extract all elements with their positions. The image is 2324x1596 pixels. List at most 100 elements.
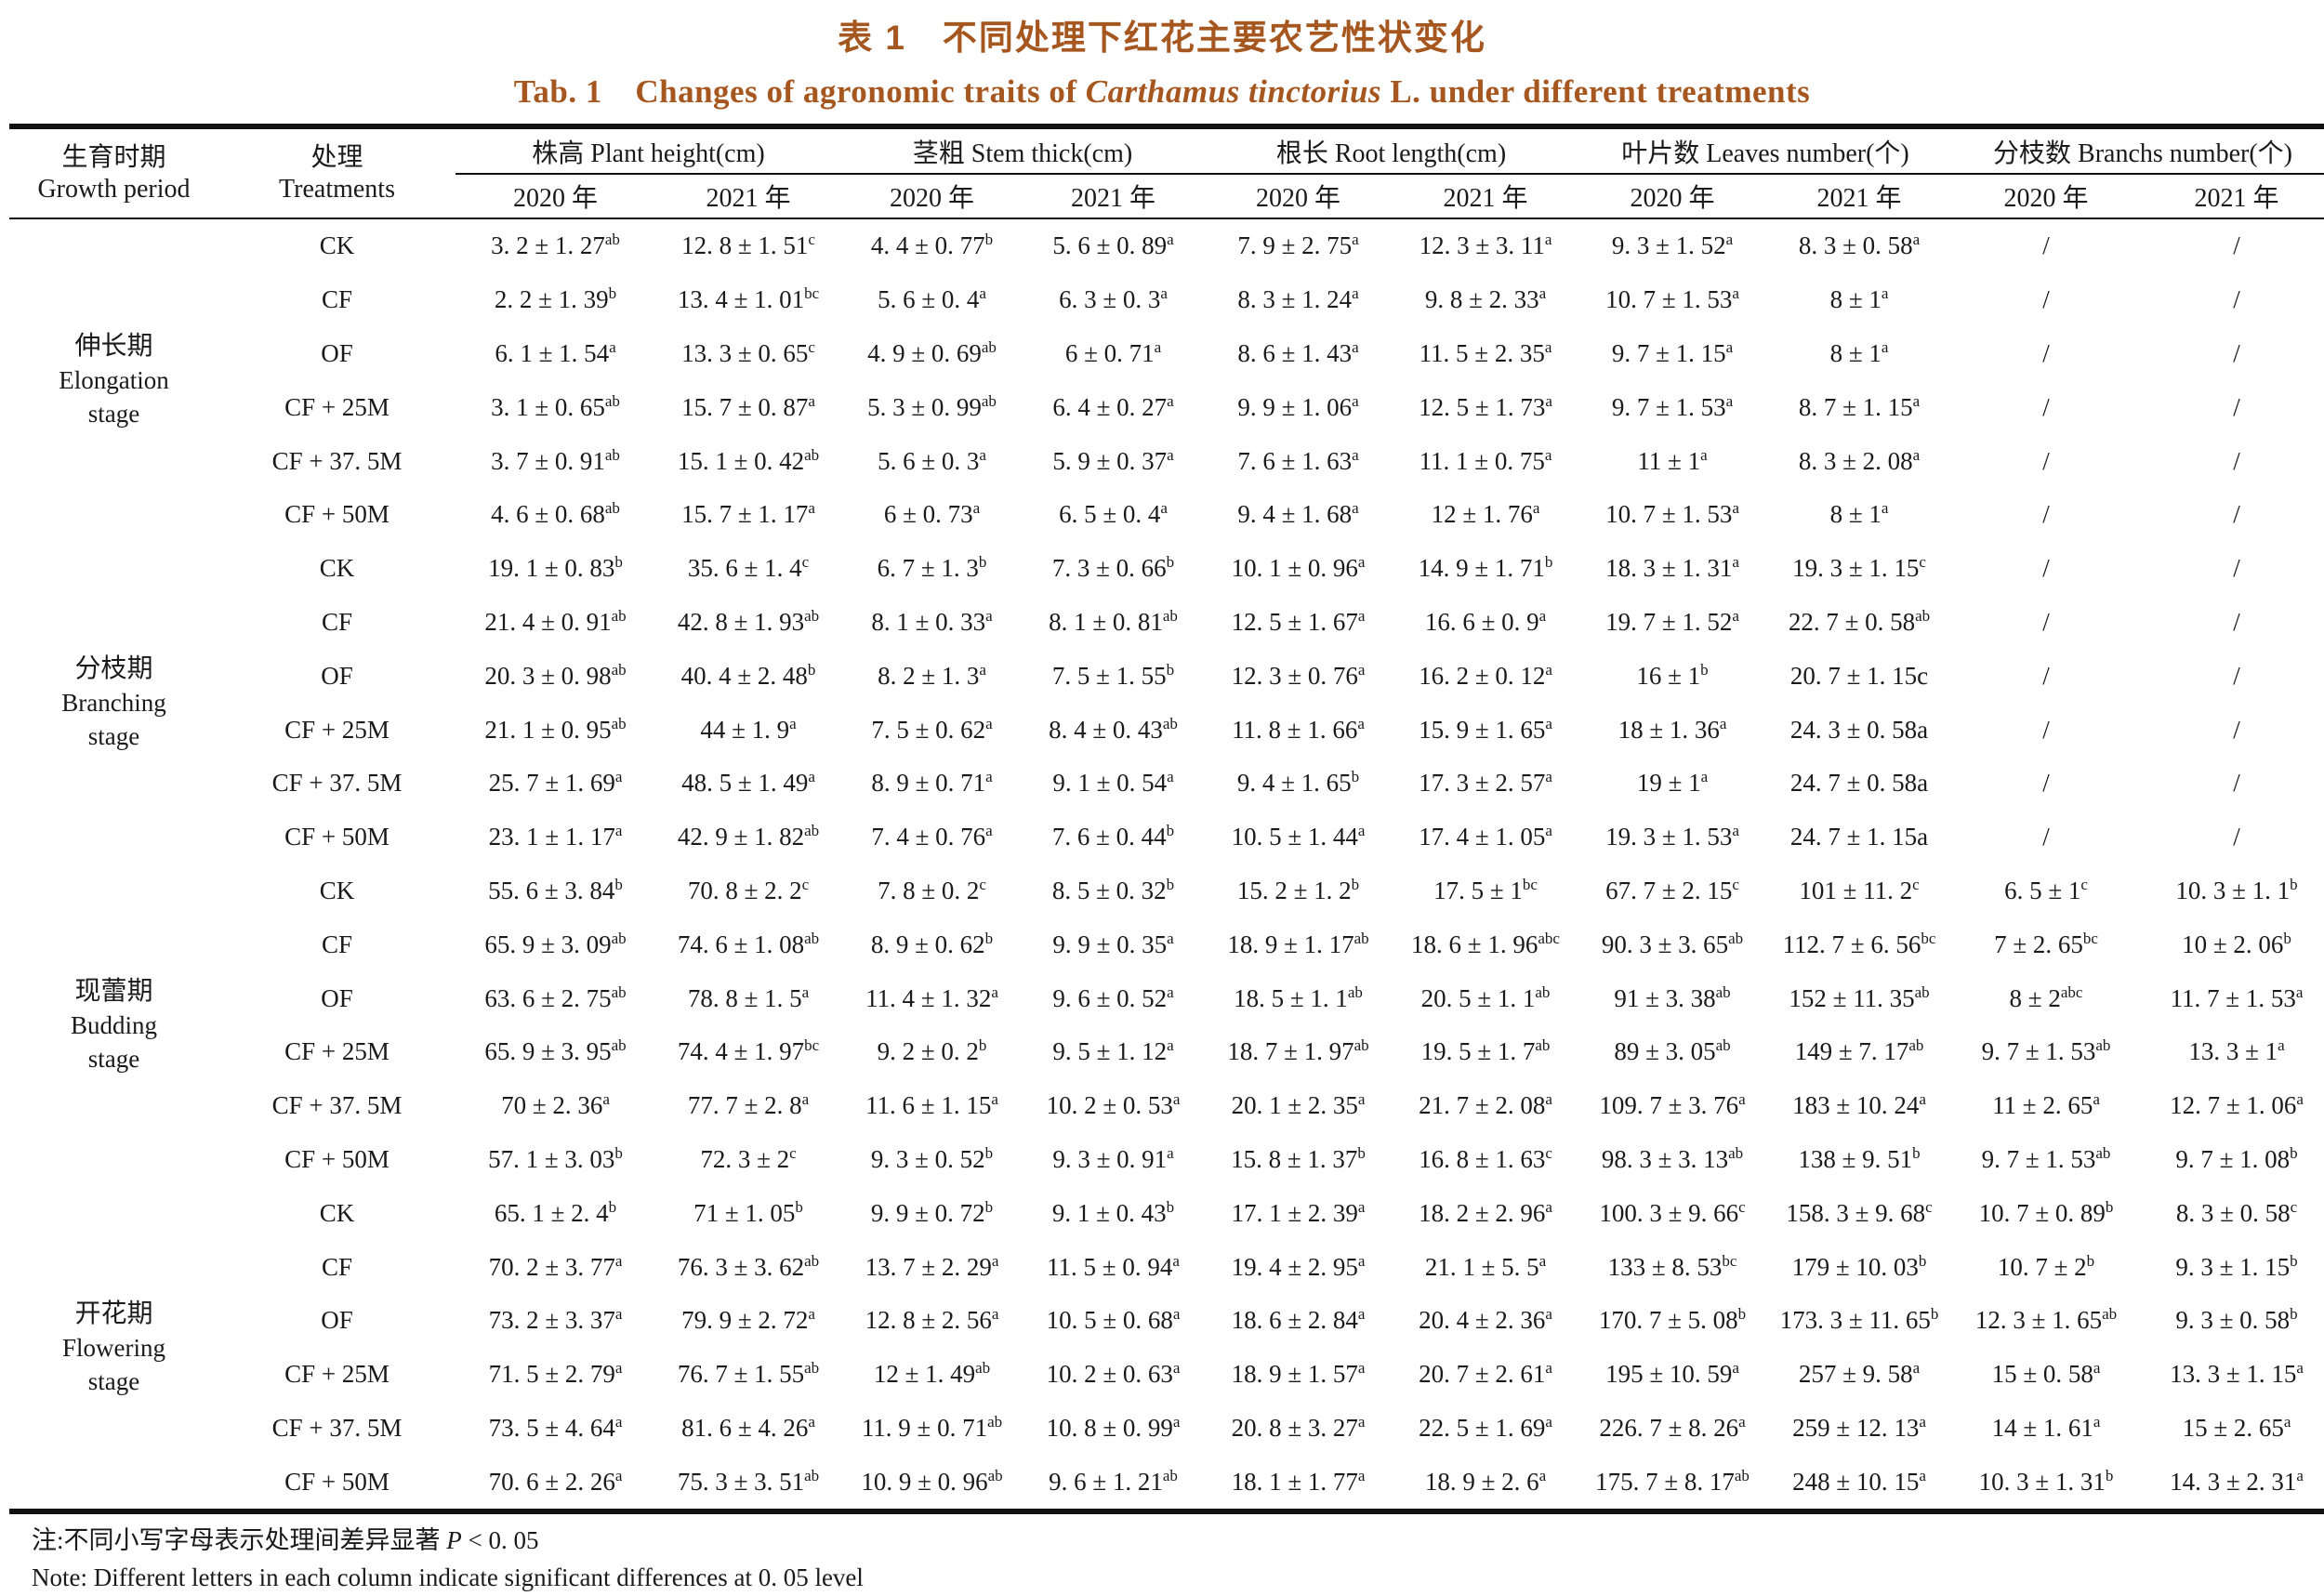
significance-letter: a	[614, 1305, 623, 1324]
table-row: CF + 25M 3. 1 ± 0. 65ab 15. 7 ± 0. 87a 5. 3…	[9, 380, 2324, 434]
value-cell: 173. 3 ± 11. 65b	[1779, 1305, 1939, 1335]
significance-letter: b	[1166, 822, 1175, 840]
significance-letter: ab	[604, 231, 620, 249]
value-cell: 20. 7 ± 1. 15c	[1789, 661, 1929, 690]
significance-letter: ab	[804, 445, 820, 464]
significance-letter: a	[1357, 1412, 1366, 1431]
value-cell: /	[2042, 554, 2050, 583]
header-group-leaves-number: 叶片数 Leaves number(个)	[1578, 126, 1952, 175]
significance-letter: a	[789, 714, 797, 732]
value-cell: 10. 5 ± 0. 68a	[1046, 1305, 1181, 1335]
significance-letter: b	[2290, 1143, 2298, 1162]
value-cell: /	[2233, 500, 2240, 529]
significance-letter: c	[2290, 1197, 2298, 1216]
value-cell: 16. 6 ± 0. 9a	[1424, 606, 1547, 636]
value-cell: 14. 3 ± 2. 31a	[2170, 1466, 2304, 1496]
significance-letter: c	[789, 1143, 797, 1162]
significance-letter: a	[1738, 1412, 1746, 1431]
significance-letter: a	[1357, 1251, 1366, 1270]
value-cell: 20. 4 ± 2. 36a	[1419, 1305, 1552, 1335]
significance-letter: a	[2296, 1090, 2304, 1109]
significance-letter: a	[979, 284, 986, 303]
treatment-label: CF + 37. 5M	[271, 769, 403, 798]
value-cell: /	[2042, 338, 2050, 367]
value-cell: 70. 2 ± 3. 77a	[488, 1251, 623, 1281]
value-cell: 11 ± 1a	[1637, 445, 1708, 475]
value-cell: 8. 3 ± 0. 58a	[1798, 231, 1921, 260]
significance-letter: a	[1172, 1251, 1180, 1270]
value-cell: 8 ± 1a	[1829, 337, 1889, 367]
value-cell: /	[2233, 392, 2240, 421]
value-cell: 17. 1 ± 2. 39a	[1231, 1197, 1366, 1227]
value-cell: 12 ± 1. 76a	[1431, 499, 1540, 529]
significance-letter: c	[808, 337, 815, 356]
value-cell: 3. 2 ± 1. 27ab	[491, 231, 620, 260]
value-cell: 42. 8 ± 1. 93ab	[677, 606, 820, 636]
significance-letter: ab	[804, 929, 820, 947]
value-cell: 9. 3 ± 0. 91a	[1052, 1143, 1174, 1173]
header-year-2020: 2020 年	[512, 184, 598, 213]
treatment-label: CF + 50M	[284, 1144, 390, 1173]
title-en-suffix: L. under different treatments	[1381, 73, 1811, 110]
significance-letter: c	[1925, 1197, 1933, 1216]
value-cell: 11 ± 2. 65a	[1992, 1090, 2100, 1120]
value-cell: 13. 4 ± 1. 01bc	[677, 284, 820, 314]
significance-letter: a	[1167, 391, 1174, 410]
treatment-label: CK	[319, 231, 355, 260]
table-row: CF 70. 2 ± 3. 77a 76. 3 ± 3. 62ab 13. 7 ± 2…	[9, 1240, 2324, 1294]
value-cell: 11. 1 ± 0. 75a	[1419, 445, 1552, 475]
value-cell: 12. 5 ± 1. 73a	[1419, 391, 1552, 421]
value-cell: 259 ± 12. 13a	[1792, 1412, 1926, 1442]
page: { "page": { "title_cn": "表 1 不同处理下红花主要农艺…	[9, 19, 2324, 1592]
value-cell: 3. 1 ± 0. 65ab	[491, 391, 620, 421]
value-cell: /	[2233, 338, 2240, 367]
significance-letter: a	[1725, 337, 1734, 356]
significance-letter: ab	[1715, 1036, 1731, 1055]
significance-letter: a	[985, 606, 993, 625]
value-cell: 9. 7 ± 1. 15a	[1611, 337, 1734, 367]
value-cell: 17. 4 ± 1. 05a	[1419, 822, 1552, 851]
value-cell: 20. 8 ± 3. 27a	[1231, 1412, 1366, 1442]
value-cell: /	[2042, 661, 2050, 690]
value-cell: 19. 1 ± 0. 83b	[488, 553, 623, 583]
significance-letter: a	[1352, 499, 1359, 518]
value-cell: 7. 4 ± 0. 76a	[871, 822, 993, 851]
significance-letter: a	[1738, 1090, 1746, 1109]
significance-letter: ab	[1915, 606, 1931, 625]
value-cell: 11. 9 ± 0. 71ab	[861, 1412, 1003, 1442]
treatment-label: CK	[319, 554, 355, 583]
value-cell: 23. 1 ± 1. 17a	[488, 822, 623, 851]
value-cell: 9. 7 ± 1. 53ab	[1981, 1143, 2111, 1173]
value-cell: 22. 5 ± 1. 69a	[1419, 1412, 1552, 1442]
value-cell: 74. 6 ± 1. 08ab	[677, 929, 820, 958]
value-cell: 7. 5 ± 0. 62a	[871, 714, 993, 744]
value-cell: /	[2042, 607, 2050, 636]
value-cell: 10. 3 ± 1. 1b	[2175, 875, 2298, 904]
significance-letter: b	[608, 1197, 617, 1216]
significance-letter: b	[1166, 875, 1175, 893]
significance-letter: ab	[1162, 606, 1178, 625]
significance-letter: a	[1544, 337, 1552, 356]
significance-letter: a	[991, 1305, 999, 1324]
note-en: Note: Different letters in each column i…	[32, 1563, 864, 1592]
value-cell: 78. 8 ± 1. 5a	[687, 983, 810, 1012]
significance-letter: b	[978, 553, 987, 572]
header-treatments-en: Treatments	[279, 174, 395, 204]
treatment-label: CF	[321, 1252, 353, 1281]
value-cell: 12. 7 ± 1. 06a	[2170, 1090, 2304, 1120]
treatment-label: CF + 50M	[284, 500, 390, 529]
significance-letter: a	[1881, 499, 1889, 518]
significance-letter: a	[614, 768, 623, 786]
value-cell: 11. 6 ± 1. 15a	[865, 1090, 998, 1120]
significance-letter: ab	[804, 822, 820, 840]
table-row: CF + 50M 70. 6 ± 2. 26a 75. 3 ± 3. 51ab 10.…	[9, 1455, 2324, 1511]
treatment-label: CF + 37. 5M	[271, 1091, 403, 1120]
significance-letter: a	[1357, 1090, 1366, 1109]
value-cell: 18 ± 1. 36a	[1618, 714, 1727, 744]
significance-letter: ab	[2095, 1036, 2111, 1055]
value-cell: 7. 8 ± 0. 2c	[878, 875, 986, 904]
value-cell: 12. 8 ± 2. 56a	[865, 1305, 999, 1335]
value-cell: /	[2233, 285, 2240, 314]
value-cell: 9. 3 ± 1. 52a	[1611, 231, 1734, 260]
significance-letter: a	[1545, 714, 1552, 732]
